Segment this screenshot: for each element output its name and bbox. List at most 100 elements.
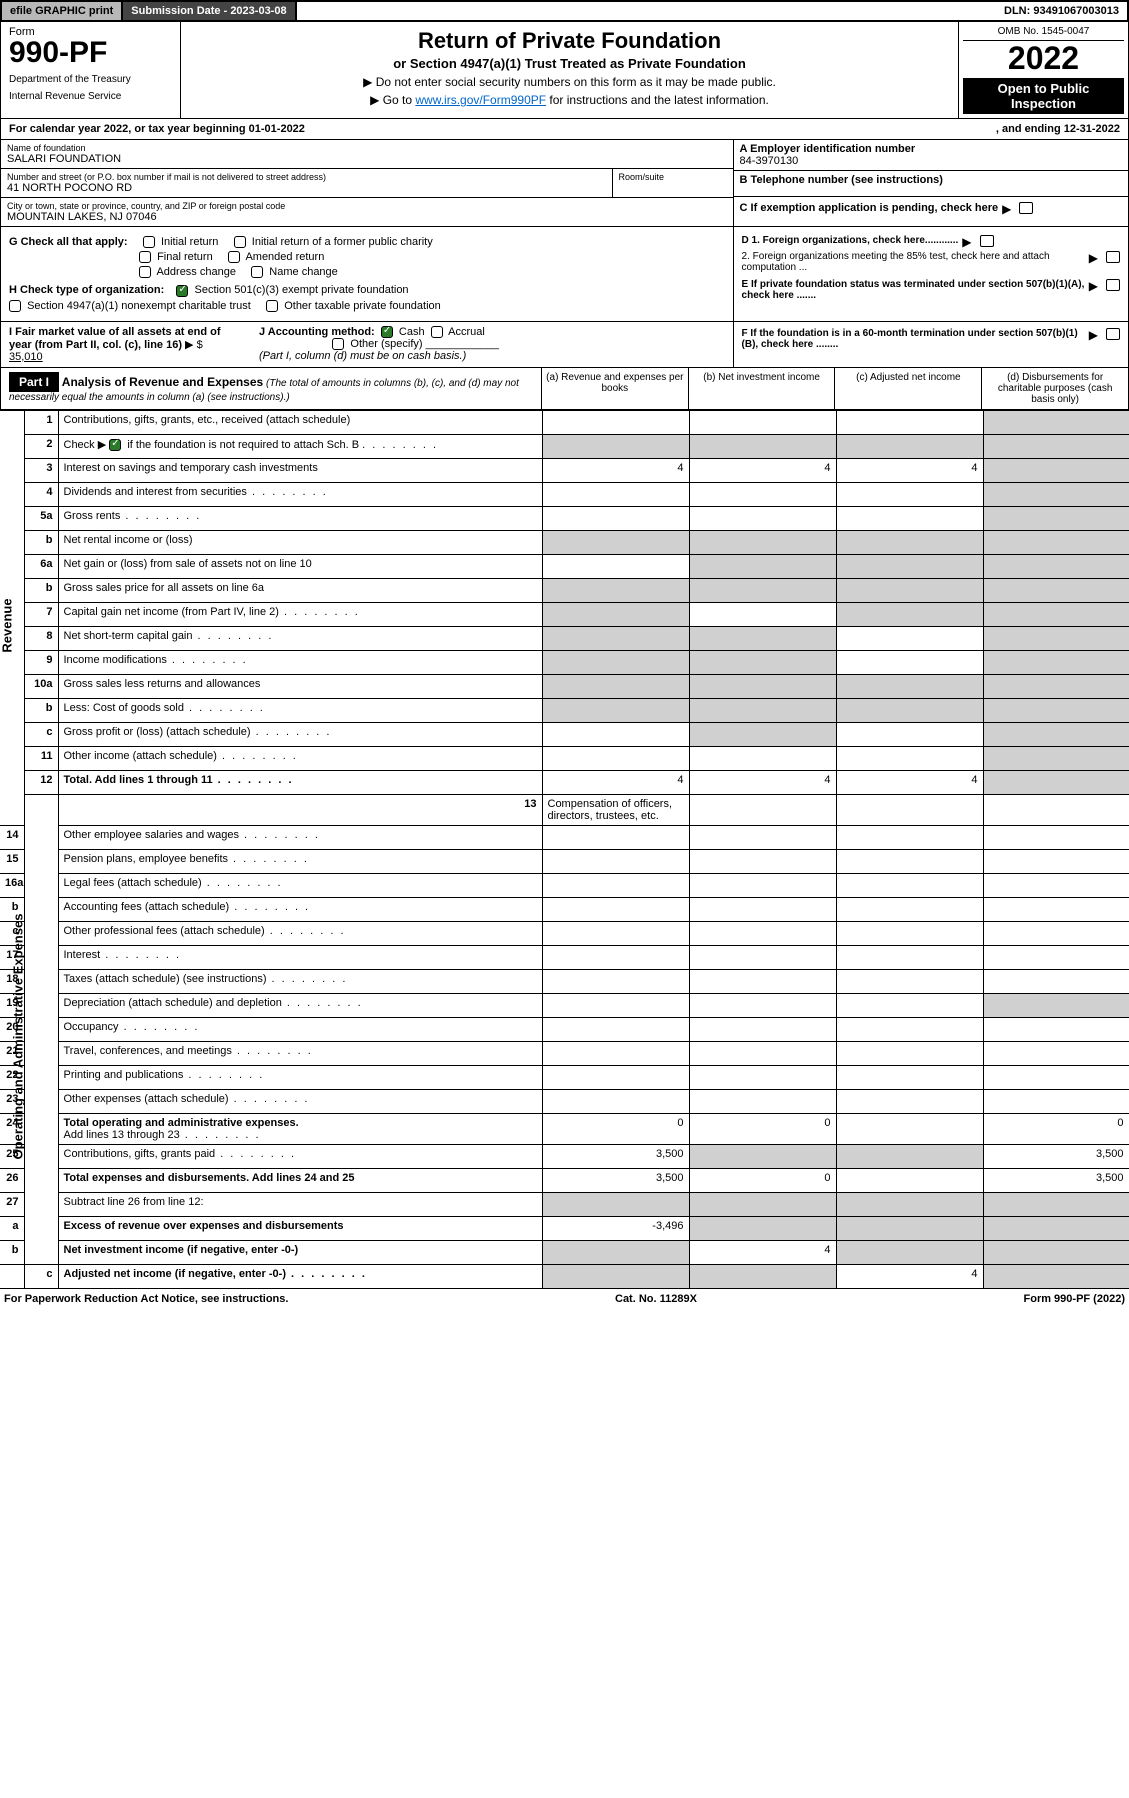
g-h-section: G Check all that apply: Initial return I… (0, 227, 1129, 321)
d2-lbl: 2. Foreign organizations meeting the 85%… (742, 251, 1085, 273)
lbl-name-change: Name change (269, 266, 338, 278)
l3a: 4 (542, 458, 689, 482)
chk-initial-former[interactable] (234, 236, 246, 248)
open-to-public: Open to Public Inspection (963, 78, 1124, 114)
dln-label: DLN: 93491067003013 (996, 2, 1127, 20)
l27a-a: -3,496 (542, 1216, 689, 1240)
chk-final-return[interactable] (139, 251, 151, 263)
lbl-accrual: Accrual (448, 326, 485, 338)
line12-desc: Total. Add lines 1 through 11 (58, 770, 542, 794)
address-row: Number and street (or P.O. box number if… (1, 169, 733, 197)
line15-desc: Pension plans, employee benefits (58, 849, 542, 873)
efile-print-label[interactable]: efile GRAPHIC print (2, 2, 123, 20)
form-title: Return of Private Foundation (191, 28, 948, 54)
l27b-b: 4 (689, 1240, 836, 1264)
c-checkbox[interactable] (1019, 202, 1033, 214)
line26-desc: Total expenses and disbursements. Add li… (58, 1168, 542, 1192)
lbl-4947: Section 4947(a)(1) nonexempt charitable … (27, 300, 251, 312)
header-right: OMB No. 1545-0047 2022 Open to Public In… (958, 22, 1128, 118)
room-suite-lbl: Room/suite (613, 169, 733, 197)
line24-desc: Total operating and administrative expen… (58, 1113, 542, 1144)
i-lbl: I Fair market value of all assets at end… (9, 326, 221, 351)
chk-address-change[interactable] (139, 266, 151, 278)
info-right: A Employer identification number 84-3970… (734, 140, 1128, 226)
instr-goto-post: for instructions and the latest informat… (549, 93, 768, 107)
line20-desc: Occupancy (58, 1017, 542, 1041)
l3b: 4 (689, 458, 836, 482)
line27b-desc: Net investment income (if negative, ente… (58, 1240, 542, 1264)
irs-link[interactable]: www.irs.gov/Form990PF (415, 93, 546, 107)
chk-amended-return[interactable] (228, 251, 240, 263)
instr-goto: ▶ Go to www.irs.gov/Form990PF for instru… (191, 93, 948, 107)
lbl-initial-former: Initial return of a former public charit… (252, 236, 433, 248)
l24a: 0 (542, 1113, 689, 1144)
ijf-left: I Fair market value of all assets at end… (1, 322, 734, 367)
line25-desc: Contributions, gifts, grants paid (58, 1144, 542, 1168)
col-a-header: (a) Revenue and expenses per books (542, 368, 689, 409)
d1-lbl: D 1. Foreign organizations, check here..… (742, 235, 959, 246)
line13-desc: Compensation of officers, directors, tru… (542, 794, 689, 825)
col-c-header: (c) Adjusted net income (835, 368, 982, 409)
ein-val: 84-3970130 (740, 155, 1122, 167)
chk-initial-return[interactable] (143, 236, 155, 248)
line10b-desc: Less: Cost of goods sold (58, 698, 542, 722)
part1-header-row: Part I Analysis of Revenue and Expenses … (0, 368, 1129, 410)
omb-number: OMB No. 1545-0047 (963, 26, 1124, 41)
j-note: (Part I, column (d) must be on cash basi… (259, 350, 466, 362)
lbl-other-taxable: Other taxable private foundation (284, 300, 441, 312)
e-checkbox[interactable] (1106, 279, 1120, 291)
lbl-501c3: Section 501(c)(3) exempt private foundat… (195, 284, 409, 296)
chk-501c3[interactable] (176, 285, 188, 297)
g-check-left: G Check all that apply: Initial return I… (1, 227, 734, 320)
l12b: 4 (689, 770, 836, 794)
chk-4947[interactable] (9, 300, 21, 312)
line18-desc: Taxes (attach schedule) (see instruction… (58, 969, 542, 993)
form-number: 990-PF (9, 38, 172, 68)
expense-vertical-label: Operating and Administrative Expenses (24, 794, 58, 1264)
lbl-cash: Cash (399, 326, 425, 338)
l27c-c: 4 (836, 1264, 983, 1288)
line22-desc: Printing and publications (58, 1065, 542, 1089)
e-lbl: E If private foundation status was termi… (742, 279, 1085, 301)
c-lbl: C If exemption application is pending, c… (740, 202, 999, 214)
l24d: 0 (983, 1113, 1129, 1144)
form-subtitle: or Section 4947(a)(1) Trust Treated as P… (191, 56, 948, 71)
l26d: 3,500 (983, 1168, 1129, 1192)
h-lbl: H Check type of organization: (9, 284, 164, 296)
cal-year-begin: For calendar year 2022, or tax year begi… (9, 123, 305, 135)
chk-cash[interactable] (381, 326, 393, 338)
line2-post: if the foundation is not required to att… (127, 439, 359, 451)
lbl-initial-return: Initial return (161, 236, 218, 248)
line6b-desc: Gross sales price for all assets on line… (58, 578, 542, 602)
line14-desc: Other employee salaries and wages (58, 825, 542, 849)
chk-other-taxable[interactable] (266, 300, 278, 312)
ein-cell: A Employer identification number 84-3970… (734, 140, 1128, 171)
line7-desc: Capital gain net income (from Part IV, l… (58, 602, 542, 626)
chk-accrual[interactable] (431, 326, 443, 338)
d1-checkbox[interactable] (980, 235, 994, 247)
line3-desc: Interest on savings and temporary cash i… (58, 458, 542, 482)
i-val: 35,010 (9, 351, 43, 363)
chk-sch-b[interactable] (109, 439, 121, 451)
dept-treasury: Department of the Treasury (9, 74, 172, 85)
tel-lbl: B Telephone number (see instructions) (740, 174, 1122, 186)
line9-desc: Income modifications (58, 650, 542, 674)
footer-mid: Cat. No. 11289X (615, 1293, 697, 1305)
arrow-icon: ▶ (1002, 202, 1011, 216)
line21-desc: Travel, conferences, and meetings (58, 1041, 542, 1065)
ijf-row: I Fair market value of all assets at end… (0, 322, 1129, 368)
chk-name-change[interactable] (251, 266, 263, 278)
line4-desc: Dividends and interest from securities (58, 482, 542, 506)
form-header: Form 990-PF Department of the Treasury I… (0, 22, 1129, 119)
footer-left: For Paperwork Reduction Act Notice, see … (4, 1293, 288, 1305)
line2-pre: Check ▶ (64, 439, 107, 451)
line11-desc: Other income (attach schedule) (58, 746, 542, 770)
f-checkbox[interactable] (1106, 328, 1120, 340)
header-center: Return of Private Foundation or Section … (181, 22, 958, 118)
chk-other-method[interactable] (332, 338, 344, 350)
exemption-cell: C If exemption application is pending, c… (734, 197, 1128, 223)
line10a-desc: Gross sales less returns and allowances (58, 674, 542, 698)
d2-checkbox[interactable] (1106, 251, 1120, 263)
part1-title: Analysis of Revenue and Expenses (62, 375, 263, 389)
line16c-desc: Other professional fees (attach schedule… (58, 921, 542, 945)
